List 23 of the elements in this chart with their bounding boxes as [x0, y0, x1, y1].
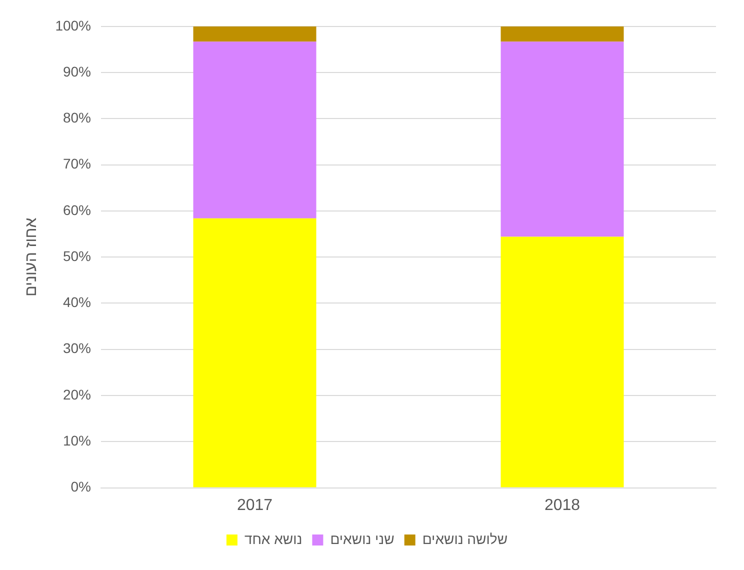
y-tick-label: 30% [62, 340, 92, 356]
y-tick-label: 0% [70, 478, 92, 495]
legend-label: שני נושאים [330, 530, 394, 547]
x-tick-label: 2018 [544, 496, 580, 514]
y-tick-label: 100% [55, 17, 92, 34]
bar [193, 218, 316, 488]
y-tick-label: 40% [62, 294, 92, 310]
y-tick-label: 60% [62, 202, 92, 218]
y-tick-label: 70% [62, 156, 92, 172]
y-axis-title: אחוז העונים [23, 218, 40, 297]
y-tick-label: 10% [62, 432, 92, 449]
bar [500, 26, 624, 42]
legend-label: נושא אחד [244, 530, 302, 547]
y-tick-label: 20% [62, 386, 92, 402]
bar [500, 236, 624, 488]
legend-label: שלושה נושאים [422, 530, 508, 547]
bar [193, 26, 316, 42]
x-tick-label: 2017 [236, 496, 273, 514]
y-tick-label: 50% [62, 248, 92, 264]
bar [500, 42, 624, 237]
bar [193, 42, 316, 218]
y-tick-label: 90% [62, 63, 92, 80]
y-tick-label: 80% [62, 110, 92, 126]
